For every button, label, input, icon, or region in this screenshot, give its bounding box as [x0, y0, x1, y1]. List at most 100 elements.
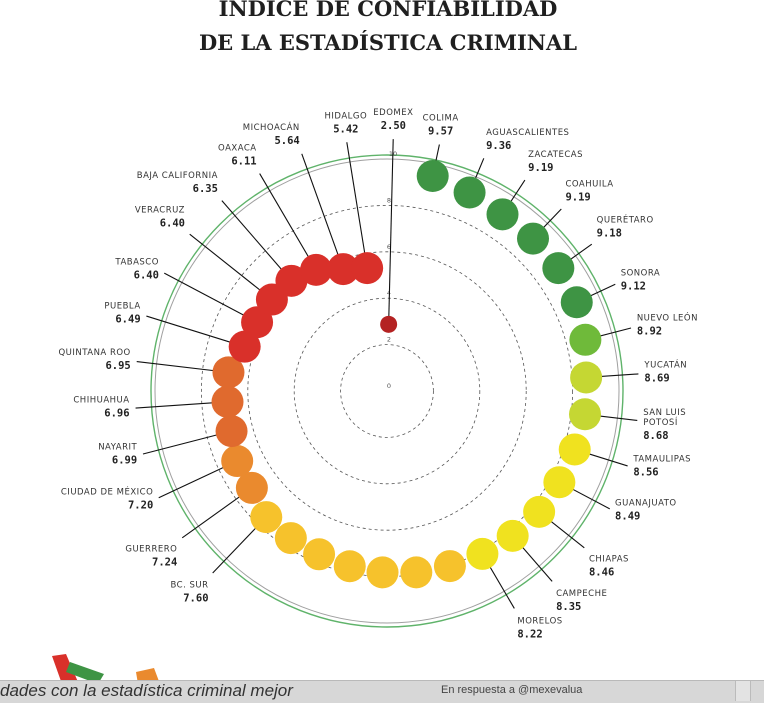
- leader-line: [163, 272, 258, 323]
- state-name-label: MICHOACÁN: [243, 121, 300, 133]
- state-name-label: PUEBLA: [104, 301, 140, 311]
- state-dot: [416, 159, 449, 192]
- state-value-label: 7.24: [152, 556, 177, 568]
- state-value-label: 2.50: [381, 120, 406, 132]
- state-name-label: CHIAPAS: [589, 555, 629, 565]
- state-value-label: 9.12: [621, 281, 646, 293]
- outer-ring: [150, 154, 624, 628]
- state-dot: [542, 252, 575, 285]
- state-name-label: HIDALGO: [325, 111, 368, 121]
- state-dot: [400, 556, 433, 589]
- state-name-label: AGUASCALIENTES: [486, 128, 569, 138]
- state-name-label: ZACATECAS: [528, 150, 583, 160]
- state-name-label: SONORA: [621, 269, 661, 279]
- state-name-label: QUERÉTARO: [597, 214, 654, 226]
- state-name-label: TABASCO: [114, 257, 159, 267]
- state-dot: [250, 501, 283, 534]
- leader-line: [346, 142, 368, 269]
- state-name-label: QUINTANA ROO: [58, 348, 130, 358]
- leader-line: [259, 173, 317, 271]
- state-dot: [228, 330, 261, 363]
- state-name-label: TAMAULIPAS: [632, 455, 691, 465]
- state-dot: [333, 550, 366, 583]
- bottom-bar: [0, 680, 764, 703]
- radial-tick-label: 0: [387, 382, 391, 390]
- state-value-label: 6.96: [104, 407, 129, 419]
- state-value-label: 6.40: [160, 217, 185, 229]
- state-value-label: 9.18: [597, 228, 622, 240]
- leader-line: [189, 233, 273, 300]
- ring-2: [340, 344, 434, 438]
- state-name-label: CHIHUAHUA: [73, 395, 129, 405]
- state-value-label: 6.99: [112, 454, 137, 466]
- state-value-label: 8.68: [643, 430, 668, 442]
- ring-10: [154, 158, 620, 624]
- state-dot: [241, 306, 274, 339]
- state-name-label: GUANAJUATO: [615, 499, 677, 509]
- state-dot: [517, 222, 550, 255]
- state-dot: [300, 253, 333, 286]
- state-name-label: CAMPECHE: [556, 589, 607, 599]
- leader-line: [301, 153, 344, 270]
- scrollbar[interactable]: [735, 681, 751, 701]
- state-dot: [558, 433, 591, 466]
- state-value-label: 8.22: [517, 629, 542, 641]
- state-name-label: BAJA CALIFORNIA: [137, 171, 218, 181]
- state-dot: [523, 495, 556, 528]
- state-dot: [570, 361, 603, 394]
- state-name-label: VERACRUZ: [135, 205, 185, 215]
- caption-text: dades con la estadística criminal mejor: [0, 681, 293, 700]
- state-name-label: CIUDAD DE MÉXICO: [61, 485, 153, 497]
- state-name-label: NAYARIT: [98, 442, 137, 452]
- state-value-label: 8.35: [556, 601, 581, 613]
- state-dot: [351, 252, 384, 285]
- state-name-label: OAXACA: [218, 143, 257, 153]
- state-dot: [275, 264, 308, 297]
- leader-line: [388, 139, 394, 325]
- state-name-label: BC. SUR: [170, 580, 208, 590]
- state-dot: [466, 537, 499, 570]
- ring-4: [293, 297, 481, 485]
- state-value-label: 8.56: [633, 467, 658, 479]
- state-dot: [568, 398, 601, 431]
- state-value-label: 9.19: [565, 192, 590, 204]
- state-value-label: 6.95: [105, 360, 130, 372]
- state-value-label: 5.42: [333, 123, 358, 135]
- state-value-label: 9.19: [528, 162, 553, 174]
- state-value-label: 9.36: [486, 140, 511, 152]
- chart-title-line2: DE LA ESTADÍSTICA CRIMINAL: [199, 30, 577, 55]
- state-dot: [221, 445, 254, 478]
- state-value-label: 8.69: [644, 373, 669, 385]
- state-dot: [496, 519, 529, 552]
- state-value-label: 8.92: [637, 326, 662, 338]
- state-dot: [366, 556, 399, 589]
- state-name-label: NUEVO LEÓN: [637, 312, 698, 324]
- ring-6: [247, 251, 527, 531]
- state-value-label: 7.20: [128, 499, 153, 511]
- state-value-label: 6.35: [193, 183, 218, 195]
- state-dot: [327, 253, 360, 286]
- state-name-label: YUCATÁN: [643, 359, 687, 371]
- state-value-label: 5.64: [274, 135, 299, 147]
- reply-link[interactable]: En respuesta a @mexevalua: [441, 684, 583, 696]
- state-value-label: 9.57: [428, 126, 453, 138]
- state-value-label: 6.49: [115, 313, 140, 325]
- state-value-label: 6.40: [134, 269, 159, 281]
- radial-tick-label: 8: [387, 196, 391, 204]
- radial-tick-label: 6: [387, 243, 391, 251]
- state-name-label: EDOMEX: [373, 108, 413, 118]
- state-dot: [433, 550, 466, 583]
- chart-title-line1: ÍNDICE DE CONFIABILIDAD: [219, 0, 558, 21]
- state-dot: [569, 323, 602, 356]
- state-dot: [543, 466, 576, 499]
- state-dot: [235, 471, 268, 504]
- state-value-label: 6.11: [231, 155, 256, 167]
- leader-line: [221, 200, 292, 282]
- state-name-label: COLIMA: [423, 114, 459, 124]
- state-dot: [303, 538, 336, 571]
- ring-8: [200, 204, 574, 578]
- radial-tick-label: 2: [387, 336, 391, 344]
- state-value-label: 8.46: [589, 567, 614, 579]
- state-value-label: 7.60: [183, 592, 208, 604]
